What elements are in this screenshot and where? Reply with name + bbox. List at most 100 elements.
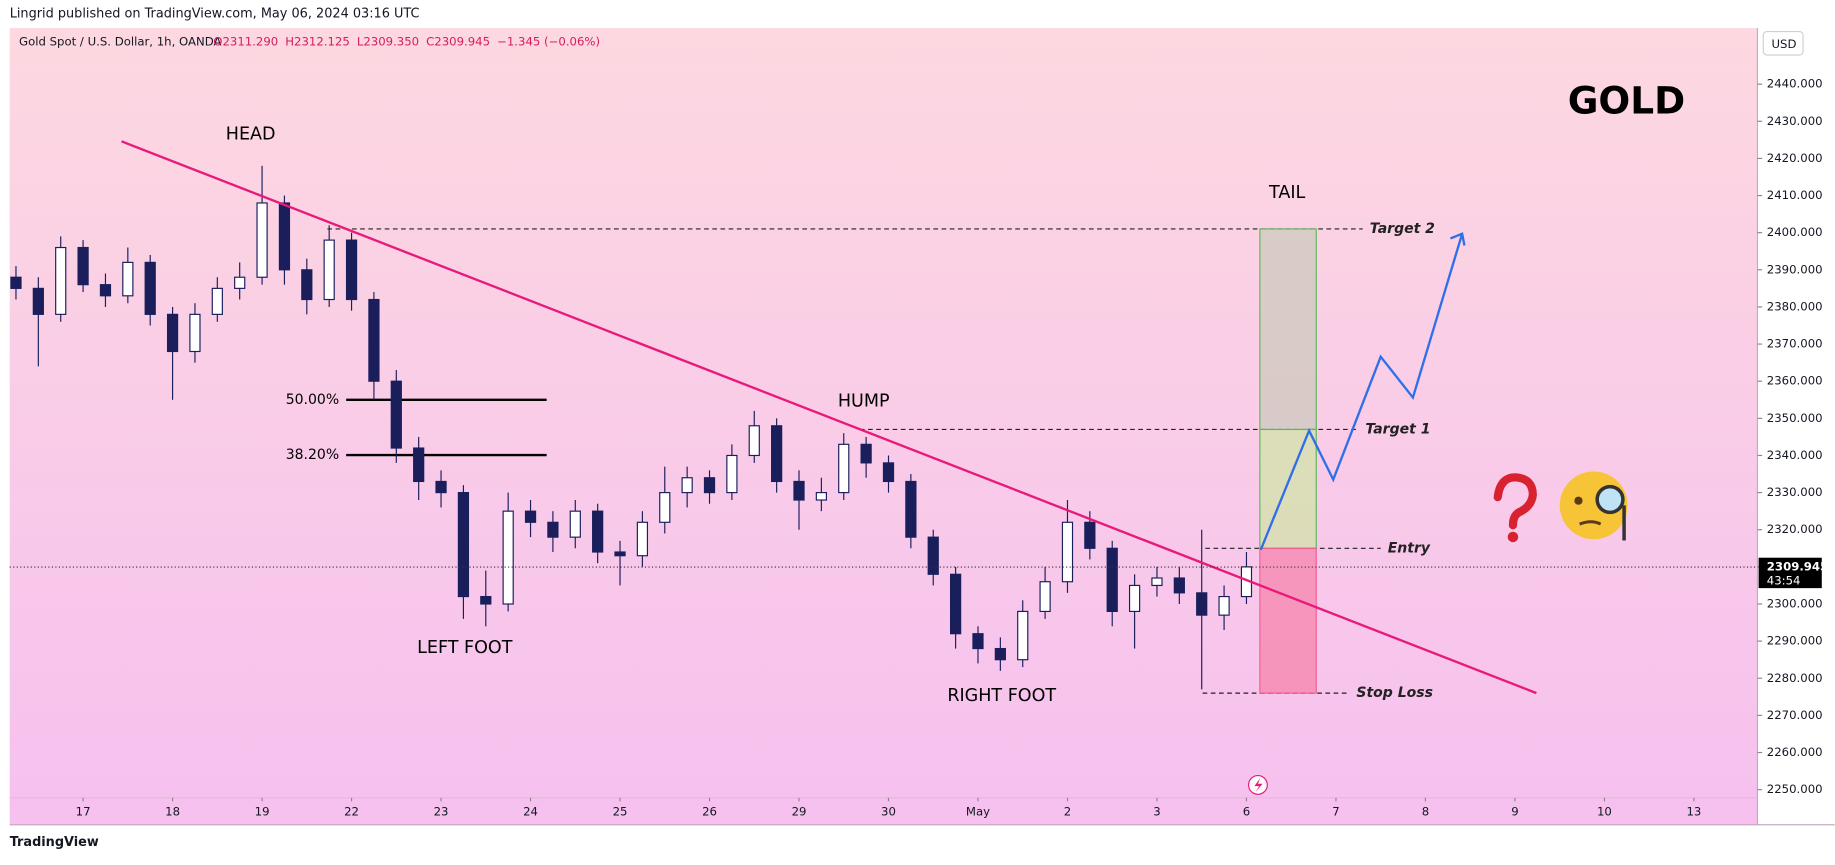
candle-body [547,521,559,538]
candle-body [748,425,760,457]
quote-value: −1.345 (−0.06%) [497,35,600,49]
candle-body [524,510,537,523]
candle-body [659,492,671,523]
candle-body [1151,577,1163,587]
candle-body [569,510,581,538]
pattern-label: HEAD [226,125,276,145]
event-icon [1254,777,1263,792]
projection-path [1259,233,1464,551]
x-tick-label: 18 [165,804,180,818]
y-tick-label: 2390.000 [1767,262,1823,276]
x-tick-label: 30 [881,804,896,818]
level-label: Stop Loss [1356,685,1433,701]
pattern-label: LEFT FOOT [417,638,513,658]
y-tick-label: 2320.000 [1767,522,1823,536]
candle-body [1084,521,1096,549]
x-tick-label: 7 [1332,804,1339,818]
candle-body [882,462,895,483]
quote: O2311.290 H2312.125 L2309.350 C2309.945 −1.3… [213,35,600,49]
pattern-label: TAIL [1268,183,1306,203]
fib-label: 38.20% [286,447,339,463]
candle-body [480,595,492,605]
candle-body [189,313,201,353]
candle-body [905,480,917,538]
candle-body [10,276,22,289]
y-tick-label: 2380.000 [1767,299,1823,313]
y-tick-label: 2250.000 [1767,782,1823,796]
candle-body [994,647,1006,661]
candle-body [592,510,604,553]
candle-body [323,239,335,301]
y-tick-label: 2370.000 [1767,337,1823,351]
x-tick-label: 22 [344,804,359,818]
currency-box [1762,31,1804,56]
y-tick-label: 2330.000 [1767,485,1823,499]
level-label: Target 2 [1370,221,1435,237]
pattern-label: RIGHT FOOT [947,686,1056,706]
quote-value: L2309.350 [357,35,419,49]
y-tick-label: 2420.000 [1767,151,1823,165]
y-tick-label: 2410.000 [1767,188,1823,202]
candle-body [1128,584,1141,613]
y-tick-label: 2440.000 [1767,77,1823,91]
last-price-label: 2309.945 [1767,560,1828,574]
x-tick-label: 19 [255,804,270,818]
quote-value: C2309.945 [426,35,490,49]
candle-body [345,239,358,301]
y-tick-label: 2360.000 [1767,374,1823,388]
candle-body [435,480,447,494]
fib-label: 50.00% [286,392,339,408]
candle-body [636,521,649,557]
candle-body [927,536,939,575]
x-tick-label: 3 [1153,804,1160,818]
y-tick-label: 2290.000 [1767,634,1823,648]
candle-body [99,284,112,297]
candle-body [771,425,783,483]
y-tick-label: 2400.000 [1767,225,1823,239]
x-tick-label: 8 [1422,804,1429,818]
candle-body [390,380,402,449]
candle-body [457,492,470,598]
candle-body [413,447,425,483]
countdown: 43:54 [1767,574,1801,588]
y-tick-label: 2350.000 [1767,411,1823,425]
currency: USD [1771,37,1796,51]
emoji-eye [1574,496,1583,505]
candle-body [55,246,67,315]
candle-body [166,313,179,353]
candle-body [1106,547,1118,613]
emoji-mouth [1579,520,1602,526]
quote-value: O2311.290 [213,35,278,49]
x-tick-label: 9 [1511,804,1518,818]
candle-body [703,477,716,494]
candle-body [681,477,693,494]
candle-body [144,261,156,315]
candle-body [1039,581,1051,613]
symbol-title: Gold Spot / U.S. Dollar, 1h, OANDA [19,35,221,49]
candle-body [614,551,626,557]
publisher: Lingrid published on TradingView.com, Ma… [10,7,420,22]
candle-body [301,269,313,301]
candle-body [815,492,827,501]
candle-body [1017,610,1029,661]
level-label: Entry [1388,540,1431,556]
y-tick-label: 2280.000 [1767,671,1823,685]
candle-body [1061,521,1074,583]
candle-body [211,287,223,315]
candle-body [1196,592,1208,616]
x-tick-label: 26 [702,804,717,818]
candle-body [793,480,805,501]
candle-body [278,202,291,271]
last-price-box [1758,557,1822,589]
watermark: GOLD [1568,78,1685,122]
x-tick-label: 24 [523,804,538,818]
x-tick-label: 2 [1064,804,1071,818]
quote-value: H2312.125 [285,35,350,49]
candle-body [726,454,738,494]
candle-body [368,298,380,382]
candle-body [860,443,872,464]
x-tick-label: 6 [1243,804,1250,818]
trendline [121,140,1537,695]
